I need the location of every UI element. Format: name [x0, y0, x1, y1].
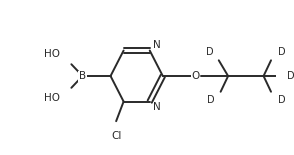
Text: D: D: [208, 95, 215, 105]
Text: D: D: [206, 47, 213, 58]
Text: Cl: Cl: [111, 131, 121, 141]
Text: HO: HO: [44, 49, 60, 59]
Text: N: N: [153, 102, 161, 112]
Text: N: N: [153, 40, 161, 50]
Text: D: D: [278, 47, 285, 58]
Text: HO: HO: [44, 93, 60, 103]
Text: B: B: [79, 71, 86, 81]
Text: D: D: [278, 95, 285, 105]
Text: O: O: [191, 71, 200, 81]
Text: D: D: [287, 71, 294, 81]
